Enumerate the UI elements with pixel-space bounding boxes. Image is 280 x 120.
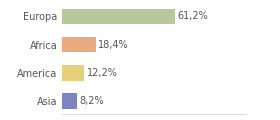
Text: 8,2%: 8,2% [80, 96, 104, 106]
Text: 12,2%: 12,2% [87, 68, 118, 78]
Bar [62, 65, 84, 81]
Bar [62, 9, 175, 24]
Text: 18,4%: 18,4% [98, 40, 129, 50]
Bar [62, 37, 95, 52]
Text: 61,2%: 61,2% [178, 11, 208, 21]
Bar [62, 93, 77, 109]
